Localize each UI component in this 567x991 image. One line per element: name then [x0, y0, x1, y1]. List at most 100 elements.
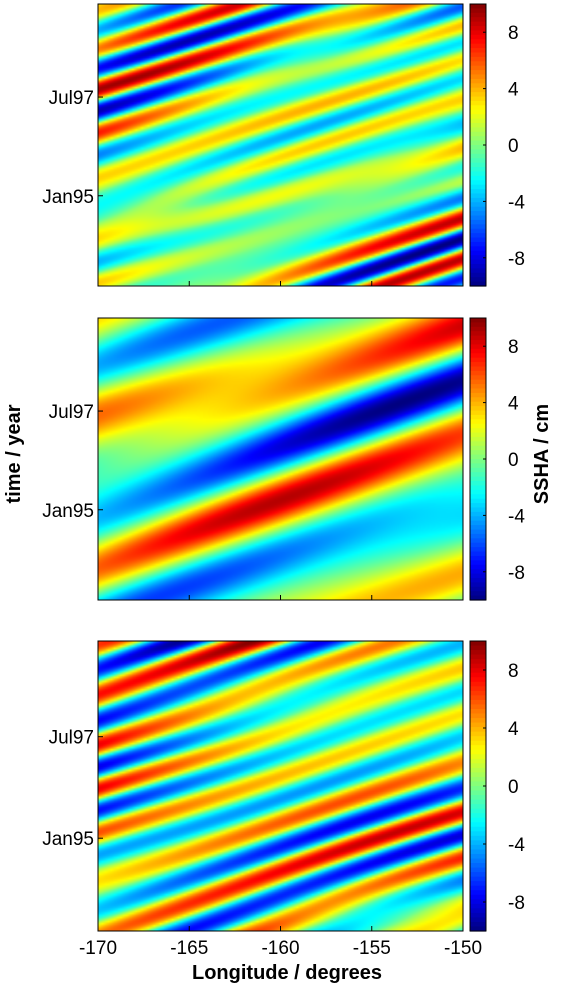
colorbar-cell: [470, 436, 486, 442]
colorbar-cell: [470, 555, 486, 561]
colorbar-cell: [470, 92, 486, 98]
colorbar-cell: [470, 197, 486, 203]
colorbar-tick-label: 8: [508, 337, 519, 358]
colorbar-cell: [470, 533, 486, 539]
colorbar-cell: [470, 362, 486, 368]
colorbar-cell: [470, 193, 486, 199]
colorbar-cell: [470, 727, 486, 733]
colorbar-cell: [470, 586, 486, 592]
colorbar-cell: [470, 463, 486, 469]
colorbar-cell: [470, 318, 486, 324]
colorbar-cell: [470, 808, 486, 814]
colorbar-cell: [470, 215, 486, 221]
colorbar-cell: [470, 894, 486, 900]
colorbar-cell: [470, 822, 486, 828]
colorbar-cell: [470, 926, 486, 932]
colorbar-cell: [470, 118, 486, 124]
colorbar-cell: [470, 255, 486, 261]
colorbar-cell: [470, 140, 486, 146]
colorbar-cell: [470, 595, 486, 601]
colorbar-tick-label: 4: [508, 80, 519, 101]
colorbar-cell: [470, 162, 486, 168]
colorbar-cell: [470, 560, 486, 566]
colorbar-cell: [470, 189, 486, 195]
colorbar-cell: [470, 127, 486, 133]
colorbar-cell: [470, 740, 486, 746]
colorbar-cell: [470, 167, 486, 173]
colorbar-tick-label: 0: [508, 136, 519, 157]
colorbar-tick-label: -4: [508, 835, 525, 856]
colorbar-cell: [470, 410, 486, 416]
colorbar-cell: [470, 428, 486, 434]
colorbar-cell: [470, 268, 486, 274]
colorbar-cell: [470, 145, 486, 151]
colorbar-cell: [470, 175, 486, 181]
colorbar-cell: [470, 171, 486, 177]
colorbar-cell: [470, 56, 486, 62]
colorbar-cell: [470, 83, 486, 89]
colorbar-tick-label: 8: [508, 661, 519, 682]
colorbar-label: SSHA / cm: [531, 404, 553, 504]
colorbar-cell: [470, 406, 486, 412]
colorbar-cell: [470, 520, 486, 526]
colorbar-cell: [470, 228, 486, 234]
colorbar-cell: [470, 763, 486, 769]
colorbar-cell: [470, 704, 486, 710]
colorbar-cell: [470, 206, 486, 212]
colorbar-cell: [470, 668, 486, 674]
colorbar-cell: [470, 754, 486, 760]
colorbar-cell: [470, 511, 486, 517]
colorbar-cell: [470, 331, 486, 337]
colorbar-cell: [470, 375, 486, 381]
colorbar-cell: [470, 912, 486, 919]
colorbar-cell: [470, 677, 486, 683]
colorbar-tick-label: -8: [508, 563, 525, 584]
colorbar-cell: [470, 114, 486, 120]
colorbar-cell: [470, 494, 486, 500]
colorbar-cell: [470, 21, 486, 27]
colorbar-cell: [470, 272, 486, 278]
colorbar-cell: [470, 344, 486, 350]
colorbar-cell: [470, 577, 486, 583]
colorbar-cell: [470, 525, 486, 531]
colorbar-cell: [470, 731, 486, 737]
colorbar-cell: [470, 872, 486, 878]
colorbar-cell: [470, 831, 486, 837]
colorbar-cell: [470, 641, 486, 647]
colorbar-cell: [470, 591, 486, 597]
colorbar-cell: [470, 180, 486, 186]
colorbar-cell: [470, 241, 486, 247]
colorbar-tick-label: -4: [508, 506, 525, 527]
colorbar-cell: [470, 105, 486, 111]
colorbar-cell: [470, 78, 486, 84]
colorbar-cell: [470, 564, 486, 570]
colorbar-cell: [470, 899, 486, 905]
colorbar-cell: [470, 136, 486, 142]
colorbar-cell: [470, 921, 486, 928]
x-axis-label: Longitude / degrees: [192, 962, 382, 984]
colorbar-cell: [470, 4, 486, 10]
colorbar-cell: [470, 39, 486, 45]
colorbar-cell: [470, 722, 486, 728]
colorbar-cell: [470, 122, 486, 128]
colorbar-cell: [470, 718, 486, 724]
x-tick-label: -165: [170, 938, 208, 959]
colorbar-cell: [470, 867, 486, 873]
colorbar-cell: [470, 781, 486, 787]
colorbar-cell: [470, 388, 486, 394]
colorbar-cell: [470, 844, 486, 851]
colorbar-cell: [470, 790, 486, 796]
colorbar-cell: [470, 263, 486, 269]
colorbar-cell: [470, 708, 486, 715]
colorbar-cell: [470, 34, 486, 40]
colorbar-cell: [470, 903, 486, 909]
colorbar-cell: [470, 713, 486, 719]
colorbar-tick-label: -8: [508, 249, 525, 270]
colorbar-cell: [470, 767, 486, 774]
colorbar-cell: [470, 654, 486, 660]
colorbar-tick-label: 8: [508, 23, 519, 44]
x-tick-label: -160: [261, 938, 299, 959]
colorbar-cell: [470, 384, 486, 390]
heatmap-bottom: [98, 641, 463, 931]
colorbar-cell: [470, 250, 486, 256]
